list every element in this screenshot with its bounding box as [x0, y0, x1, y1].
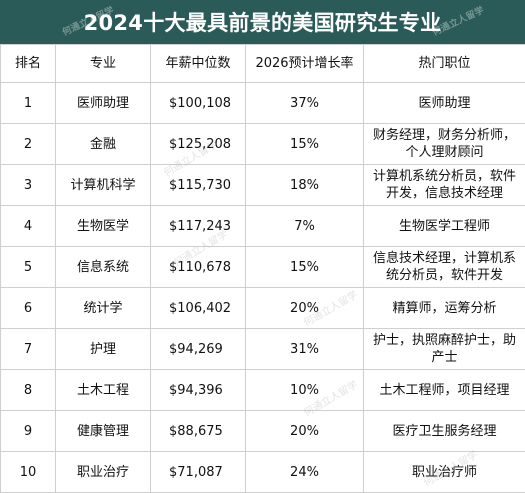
table-row: 2 金融 $125,208 15% 财务经理，财务分析师，个人理财顾问 [0, 123, 525, 165]
header-rank: 排名 [0, 44, 56, 83]
major-cell: 计算机科学 [55, 164, 151, 206]
growth-cell: 18% [245, 164, 364, 206]
table-row: 7 护理 $94,269 31% 护士，执照麻醉护士，助产士 [0, 328, 525, 370]
salary-cell: $125,208 [150, 123, 246, 165]
growth-cell: 7% [245, 205, 364, 247]
growth-cell: 31% [245, 328, 364, 370]
major-cell: 生物医学 [55, 205, 151, 247]
table-row: 9 健康管理 $88,675 20% 医疗卫生服务经理 [0, 410, 525, 452]
major-cell: 统计学 [55, 287, 151, 329]
table-header: 排名 专业 年薪中位数 2026预计增长率 热门职位 [0, 44, 525, 83]
header-jobs: 热门职位 [363, 44, 525, 83]
table-row: 10 职业治疗 $71,087 24% 职业治疗师 [0, 451, 525, 493]
rank-cell: 8 [0, 369, 56, 411]
table-body: 1 医师助理 $100,108 37% 医师助理 2 金融 $125,208 1… [0, 82, 525, 493]
jobs-cell: 土木工程师，项目经理 [363, 369, 525, 411]
page-title: 2024十大最具前景的美国研究生专业 [83, 11, 442, 35]
growth-cell: 20% [245, 410, 364, 452]
header-salary: 年薪中位数 [150, 44, 246, 83]
salary-cell: $71,087 [150, 451, 246, 493]
jobs-cell: 财务经理，财务分析师，个人理财顾问 [363, 123, 525, 165]
growth-cell: 24% [245, 451, 364, 493]
jobs-cell: 医师助理 [363, 82, 525, 124]
jobs-cell: 精算师，运筹分析 [363, 287, 525, 329]
jobs-cell: 生物医学工程师 [363, 205, 525, 247]
table-row: 4 生物医学 $117,243 7% 生物医学工程师 [0, 205, 525, 247]
header-growth: 2026预计增长率 [245, 44, 364, 83]
salary-cell: $117,243 [150, 205, 246, 247]
growth-cell: 20% [245, 287, 364, 329]
major-cell: 职业治疗 [55, 451, 151, 493]
rank-cell: 9 [0, 410, 56, 452]
rank-cell: 7 [0, 328, 56, 370]
table-row: 1 医师助理 $100,108 37% 医师助理 [0, 82, 525, 124]
rank-cell: 1 [0, 82, 56, 124]
table-row: 6 统计学 $106,402 20% 精算师，运筹分析 [0, 287, 525, 329]
header-row: 排名 专业 年薪中位数 2026预计增长率 热门职位 [0, 44, 525, 83]
salary-cell: $106,402 [150, 287, 246, 329]
major-cell: 金融 [55, 123, 151, 165]
salary-cell: $110,678 [150, 246, 246, 288]
major-cell: 医师助理 [55, 82, 151, 124]
rank-cell: 10 [0, 451, 56, 493]
rank-cell: 4 [0, 205, 56, 247]
major-cell: 信息系统 [55, 246, 151, 288]
major-cell: 护理 [55, 328, 151, 370]
jobs-cell: 职业治疗师 [363, 451, 525, 493]
salary-cell: $88,675 [150, 410, 246, 452]
growth-cell: 15% [245, 123, 364, 165]
salary-cell: $94,269 [150, 328, 246, 370]
jobs-cell: 信息技术经理，计算机系统分析员，软件开发 [363, 246, 525, 288]
title-bar: 2024十大最具前景的美国研究生专业 何通立人留学 何通立人留学 [0, 0, 525, 44]
jobs-cell: 计算机系统分析员，软件开发，信息技术经理 [363, 164, 525, 206]
header-major: 专业 [55, 44, 151, 83]
major-cell: 健康管理 [55, 410, 151, 452]
salary-cell: $100,108 [150, 82, 246, 124]
jobs-cell: 护士，执照麻醉护士，助产士 [363, 328, 525, 370]
major-cell: 土木工程 [55, 369, 151, 411]
rank-cell: 2 [0, 123, 56, 165]
salary-cell: $94,396 [150, 369, 246, 411]
rank-cell: 6 [0, 287, 56, 329]
ranking-table: 排名 专业 年薪中位数 2026预计增长率 热门职位 1 医师助理 $100,1… [0, 44, 525, 493]
rank-cell: 5 [0, 246, 56, 288]
table-row: 3 计算机科学 $115,730 18% 计算机系统分析员，软件开发，信息技术经… [0, 164, 525, 206]
growth-cell: 10% [245, 369, 364, 411]
salary-cell: $115,730 [150, 164, 246, 206]
growth-cell: 15% [245, 246, 364, 288]
rank-cell: 3 [0, 164, 56, 206]
table-row: 5 信息系统 $110,678 15% 信息技术经理，计算机系统分析员，软件开发 [0, 246, 525, 288]
growth-cell: 37% [245, 82, 364, 124]
jobs-cell: 医疗卫生服务经理 [363, 410, 525, 452]
table-row: 8 土木工程 $94,396 10% 土木工程师，项目经理 [0, 369, 525, 411]
